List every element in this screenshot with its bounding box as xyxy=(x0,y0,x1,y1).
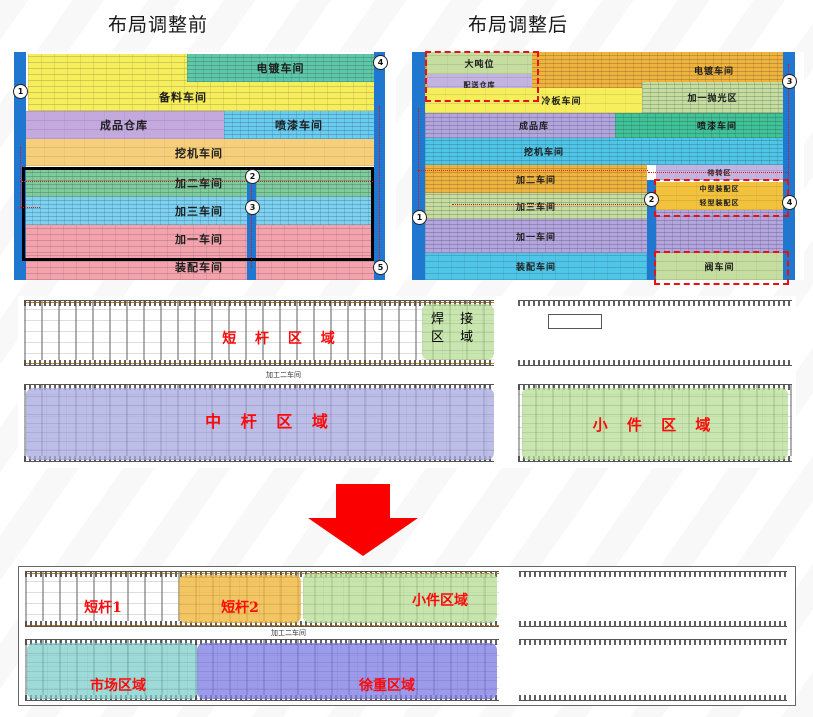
zone-after-daduenwei: 大吨位 xyxy=(427,52,532,74)
aisle-middle xyxy=(247,178,256,280)
middle-note-box xyxy=(548,314,602,329)
bottom-bay-upper-right xyxy=(519,571,787,627)
zone-after-penqi: 喷漆车间 xyxy=(615,113,783,138)
layout-plan-after: 电镀车间 大吨位 配送仓库 冷板车间 加一抛光区 成品库 喷漆车间 挖机车间 加… xyxy=(412,51,804,285)
zone-after-jiasan: 加三车间 xyxy=(425,193,647,219)
region-short-rod-2: 短杆2 xyxy=(179,575,301,623)
aisle-right xyxy=(374,52,385,280)
zone-after-chengpin-store: 成品库 xyxy=(425,113,615,138)
panel-title-before: 布局调整前 xyxy=(108,14,209,36)
region-bottom-small-parts: 小件区域 xyxy=(303,573,497,623)
zone-after-daizhuan: 待转区 xyxy=(656,165,783,180)
marker-after-4: 4 xyxy=(782,195,797,210)
zone-jiasan-workshop: 加三车间 xyxy=(24,197,374,225)
marker-after-1: 1 xyxy=(412,210,427,225)
middle-dashline-mid xyxy=(26,363,494,364)
zone-after-light-assembly: 轻型装配区 xyxy=(656,196,783,210)
region-short-rod-1: 短杆1 xyxy=(84,600,122,616)
marker-before-3: 3 xyxy=(245,200,260,215)
region-xuzhong-area: 徐重区域 xyxy=(197,643,497,699)
zone-after-right-purple xyxy=(656,210,783,253)
marker-before-2: 2 xyxy=(245,169,260,184)
bottom-plan-caption: 加工二车间 xyxy=(271,629,306,637)
bottom-cad-plan: 短杆1 短杆2 小件区域 市场区域 徐重区域 加工二车间 xyxy=(18,566,796,706)
zone-penqi-workshop: 喷漆车间 xyxy=(224,111,374,139)
zone-waji-workshop: 挖机车间 xyxy=(24,139,374,166)
middle-plan-caption: 加工二车间 xyxy=(266,371,301,379)
down-arrow-icon xyxy=(308,484,418,560)
middle-bay-upper-right xyxy=(518,300,792,366)
region-label-welding-2: 区 域 xyxy=(431,330,480,345)
middle-cad-plan: 短 杆 区 域 焊 接 区 域 中 杆 区 域 小 件 区 域 加工二车间 xyxy=(18,296,796,468)
marker-before-1: 1 xyxy=(13,84,28,99)
marker-after-3: 3 xyxy=(782,74,797,89)
zone-after-zhuangpei: 装配车间 xyxy=(425,253,647,280)
aisle-after-left xyxy=(412,52,425,280)
zone-jiaer-workshop: 加二车间 xyxy=(24,169,374,197)
layout-plan-before: 备料车间 电镀车间 成品仓库 喷漆车间 挖机车间 加二车间 加三车间 加一车间 … xyxy=(13,52,396,280)
zone-jiayi-workshop: 加一车间 xyxy=(24,225,374,253)
zone-after-waji: 挖机车间 xyxy=(425,138,783,165)
zone-after-jiayi: 加一车间 xyxy=(425,219,647,253)
middle-dashline-top xyxy=(26,302,494,303)
middle-bay-upper-left xyxy=(24,300,494,366)
bottom-dashline-top xyxy=(27,573,499,574)
zone-chengpin-warehouse: 成品仓库 xyxy=(24,111,224,139)
zone-after-jiaer: 加二车间 xyxy=(425,165,647,193)
region-medium-rod-area: 中 杆 区 域 xyxy=(26,388,494,460)
panel-title-after: 布局调整后 xyxy=(468,14,569,36)
bottom-bay-lower-right xyxy=(519,639,787,701)
zone-after-jiayi-polish: 加一抛光区 xyxy=(642,82,783,113)
marker-before-5: 5 xyxy=(373,260,388,275)
region-short-rod-area: 短 杆 区 域 xyxy=(222,331,342,347)
aisle-after-mid xyxy=(647,180,656,280)
region-label-welding-1: 焊 接 xyxy=(431,312,480,327)
region-small-parts-area: 小 件 区 域 xyxy=(522,388,788,460)
zone-after-lengban: 冷板车间 xyxy=(425,88,642,113)
zone-dianduo-workshop: 电镀车间 xyxy=(187,54,374,82)
region-market-area: 市场区域 xyxy=(27,643,197,699)
marker-after-2: 2 xyxy=(644,192,659,207)
zone-after-medium-assembly: 中型装配区 xyxy=(656,182,783,196)
aisle-after-right xyxy=(783,52,795,280)
marker-before-4: 4 xyxy=(373,55,388,70)
zone-after-valve-workshop: 阀车间 xyxy=(656,253,783,280)
bottom-dashline-mid xyxy=(27,625,499,626)
zone-zhuangpei-workshop: 装配车间 xyxy=(24,253,374,280)
